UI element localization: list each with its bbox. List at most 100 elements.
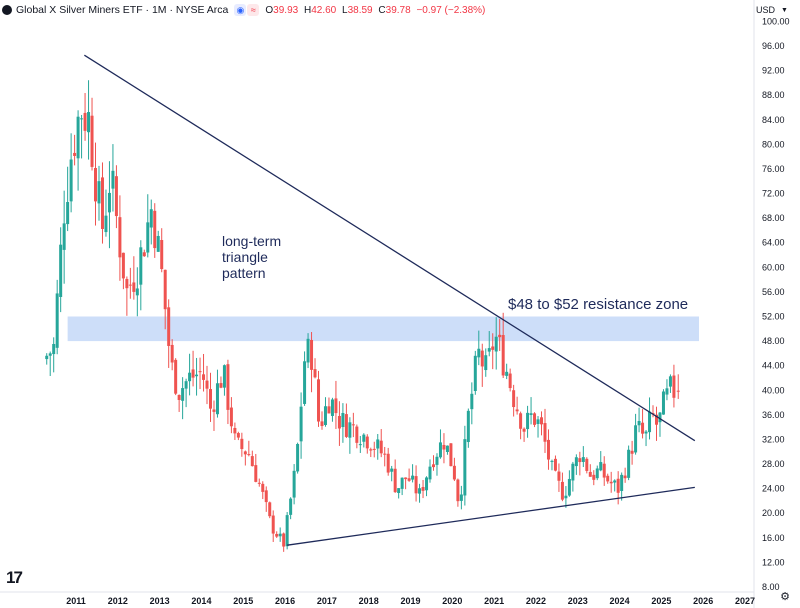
y-tick-label: 12.00 [762,557,785,567]
candle-body [550,460,554,462]
candle-body [449,443,453,467]
y-tick-label: 96.00 [762,41,785,51]
candle-body [330,399,334,416]
ohlc-readout: O39.93 H42.60 L38.59 C39.78 −0.97 (−2.38… [265,5,488,16]
candle-body [578,458,582,463]
candle-body [487,348,491,352]
candle-body [222,365,226,388]
y-tick-label: 56.00 [762,287,785,297]
eye-icon[interactable]: ◉ [234,4,247,16]
candle-body [195,374,199,377]
candle-body [348,422,352,438]
gear-icon[interactable]: ⚙ [780,591,790,603]
candle-body [564,495,568,499]
candle-body [355,426,359,443]
x-tick-label: 2017 [317,596,337,606]
y-tick-label: 28.00 [762,459,785,469]
candle-body [665,388,669,395]
candle-body [313,369,317,378]
candle-body [275,533,279,537]
candle-body [526,412,530,430]
candle-body [167,307,171,346]
candle-body [431,464,435,468]
y-tick-label: 52.00 [762,312,785,322]
candle-body [90,115,94,167]
candle-body [45,355,49,360]
candle-body [672,375,676,398]
candle-body [107,192,111,213]
candle-body [609,481,613,484]
candle-body [404,477,408,480]
header-badges[interactable]: ◉ ≈ [234,4,260,16]
x-tick-label: 2023 [568,596,588,606]
ohlc-open-label: O [265,4,274,16]
y-tick-label: 84.00 [762,115,785,125]
candle-body [66,202,70,225]
currency-selector[interactable]: USD ▼ [752,2,800,18]
candle-body [634,425,638,453]
candle-body [540,417,544,425]
candle-body [208,389,212,409]
candle-body [160,240,164,270]
candle-body [299,406,303,442]
candle-body [452,465,456,480]
candle-body [76,116,80,159]
candle-body [236,433,240,438]
approximately-icon[interactable]: ≈ [247,4,260,16]
candle-body [156,235,160,252]
candle-body [466,410,470,443]
candle-body [163,269,167,310]
candle-body [254,465,258,482]
candle-body [358,444,362,446]
candle-body [390,468,394,472]
ascending-trendline [287,486,695,546]
candle-body [613,480,617,483]
candle-body [661,391,665,415]
candle-body [146,222,150,253]
y-tick-label: 48.00 [762,336,785,346]
candle-body [317,379,321,422]
ohlc-low-value: 38.59 [347,4,373,16]
candle-body [268,502,272,517]
candle-body [522,428,526,432]
x-tick-label: 2015 [233,596,253,606]
candle-body [425,477,429,491]
candle-body [59,244,63,297]
x-tick-label: 2024 [610,596,630,606]
candle-body [87,112,91,133]
candle-body [428,466,432,480]
chevron-down-icon: ▼ [781,6,788,14]
candle-body [135,288,139,296]
candle-body [393,468,397,493]
y-tick-label: 72.00 [762,189,785,199]
y-tick-label: 88.00 [762,90,785,100]
candle-body [407,478,411,481]
candle-body [397,488,401,493]
candle-body [637,420,641,426]
ohlc-open-value: 39.93 [273,4,299,16]
y-tick-label: 100.00 [762,16,790,26]
candle-body [630,450,634,454]
candle-body [48,353,52,356]
candle-body [658,412,662,423]
pattern-annotation-line: long-term [222,233,282,249]
candle-body [498,334,502,338]
resistance-zone [67,316,700,342]
ohlc-low-label: L [342,4,348,16]
candle-body [351,424,355,426]
y-tick-label: 44.00 [762,361,785,371]
chart-title[interactable]: Global X Silver Miners ETF · 1M · NYSE A… [16,4,229,16]
tradingview-logo-icon[interactable]: 17 [6,568,23,587]
candle-body [533,413,537,425]
candle-body [365,436,369,449]
candle-body [240,438,244,450]
candle-body [292,470,296,498]
candle-body [435,456,439,465]
candle-body [132,282,136,292]
candle-body [181,388,185,401]
candle-body [310,339,314,370]
candle-body [644,431,648,434]
candle-body [341,412,345,428]
y-tick-label: 60.00 [762,262,785,272]
